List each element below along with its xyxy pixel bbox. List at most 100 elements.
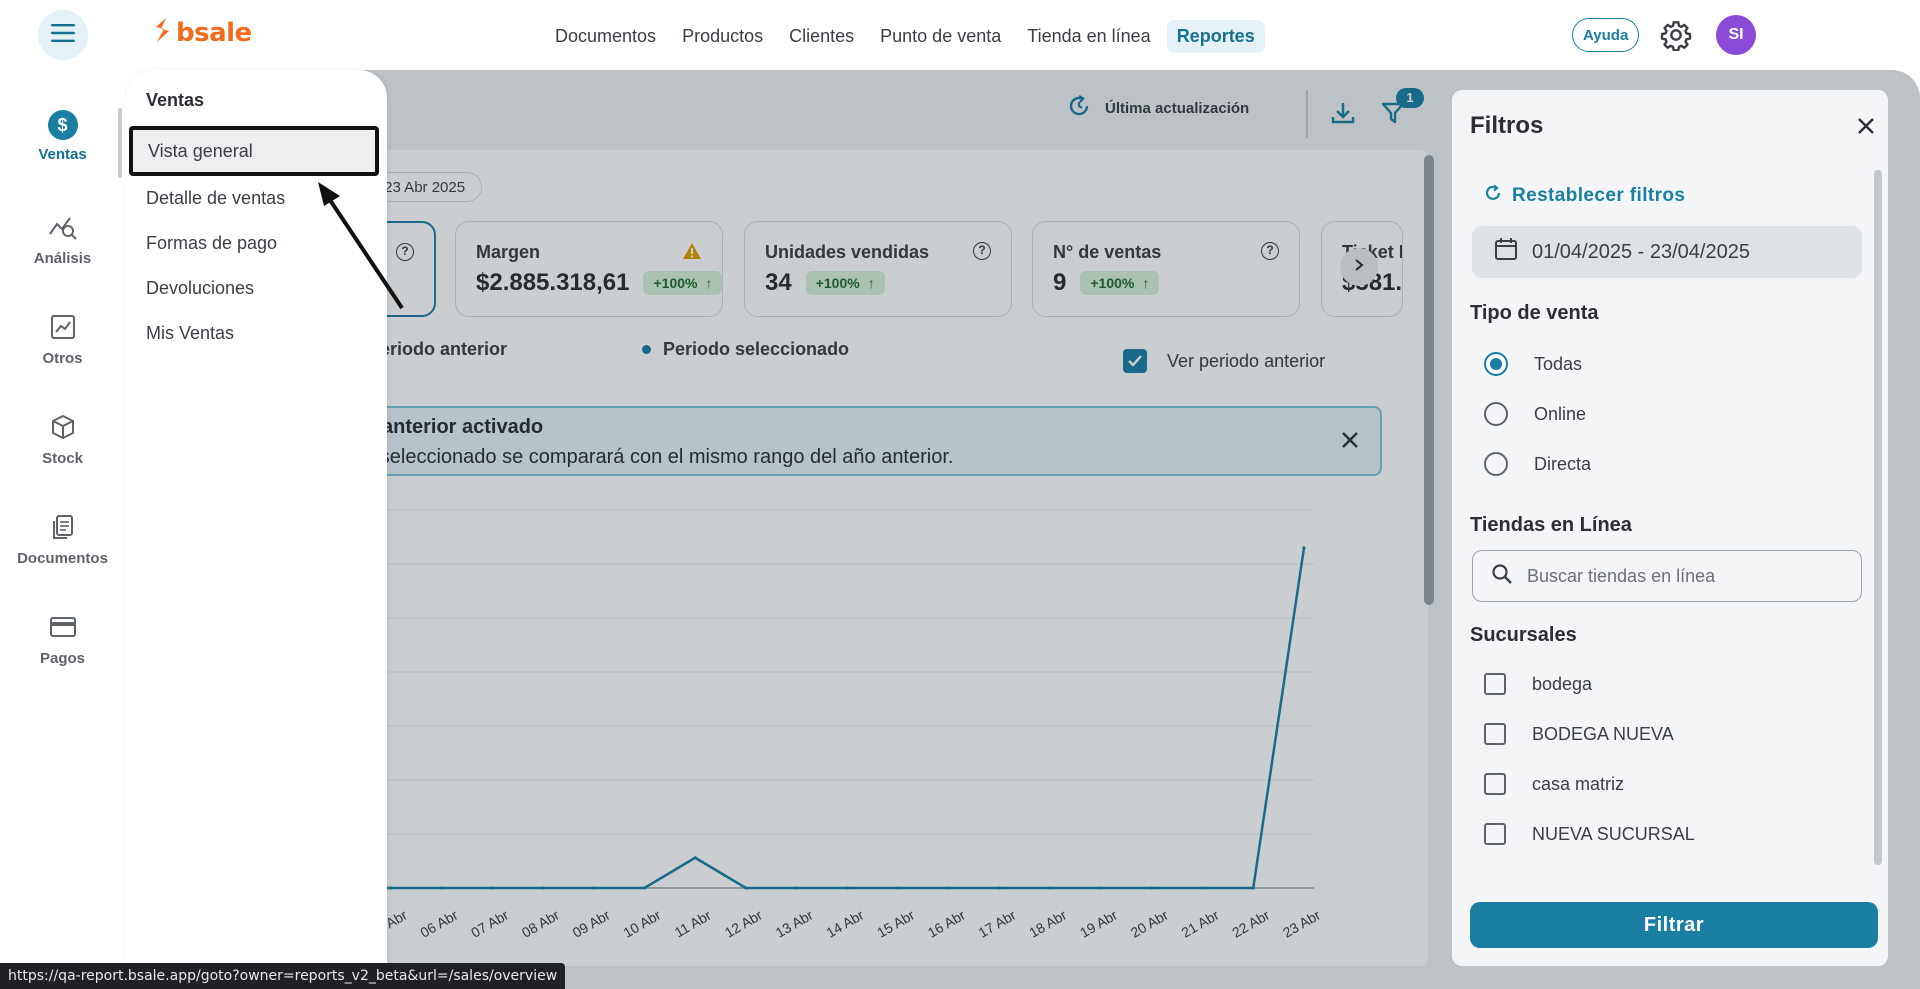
checkbox-label: BODEGA NUEVA xyxy=(1532,723,1674,744)
info-banner: do anterior activado oa seleccionado se … xyxy=(330,406,1382,476)
help-icon[interactable]: ? xyxy=(1261,242,1279,260)
download-button[interactable] xyxy=(1330,100,1356,131)
help-button[interactable]: Ayuda xyxy=(1572,18,1640,52)
data-point[interactable] xyxy=(642,886,646,890)
kpi-card-margen[interactable]: Margen $2.885.318,61 +100% ↑ xyxy=(455,221,723,317)
checkbox[interactable] xyxy=(1484,673,1506,695)
trend-chart-icon xyxy=(46,310,80,344)
rail-label: Stock xyxy=(42,450,83,467)
show-previous-toggle[interactable]: Ver periodo anterior xyxy=(1123,349,1325,373)
bsale-logo-icon xyxy=(152,16,172,49)
radio-online[interactable]: Online xyxy=(1484,402,1586,426)
user-avatar[interactable]: SI xyxy=(1716,15,1756,55)
legend-selected-period: Periodo seleccionado xyxy=(642,339,849,360)
kpi-change-badge: +100% ↑ xyxy=(643,271,723,295)
branch-nueva-sucursal[interactable]: NUEVA SUCURSAL xyxy=(1484,823,1695,845)
nav-punto-de-venta[interactable]: Punto de venta xyxy=(880,26,1002,46)
menu-item-detalle-de-ventas[interactable]: Detalle de ventas xyxy=(146,188,286,208)
radio-directa[interactable]: Directa xyxy=(1484,452,1591,476)
data-point[interactable] xyxy=(998,886,1002,890)
nav-productos[interactable]: Productos xyxy=(682,26,764,46)
data-point[interactable] xyxy=(693,856,697,860)
rail-label: Otros xyxy=(42,350,83,367)
checkbox-label: casa matriz xyxy=(1532,773,1625,794)
checkbox[interactable] xyxy=(1484,823,1506,845)
branch-bodega-nueva[interactable]: BODEGA NUEVA xyxy=(1484,723,1674,745)
filters-scrollbar[interactable] xyxy=(1874,170,1882,865)
nav-tienda-en-linea[interactable]: Tienda en línea xyxy=(1027,26,1151,46)
nav-reportes[interactable]: Reportes xyxy=(1166,20,1265,53)
rail-item-stock[interactable]: Stock xyxy=(0,410,125,467)
data-point[interactable] xyxy=(490,886,494,890)
nav-documentos[interactable]: Documentos xyxy=(555,26,657,46)
data-point[interactable] xyxy=(1251,886,1255,890)
data-point[interactable] xyxy=(1048,886,1052,890)
menu-toggle-button[interactable] xyxy=(38,10,88,60)
data-point[interactable] xyxy=(439,886,443,890)
data-point[interactable] xyxy=(795,886,799,890)
branch-bodega[interactable]: bodega xyxy=(1484,673,1592,695)
rail-item-ventas[interactable]: $ Ventas xyxy=(0,110,125,163)
legend-selected-label: Periodo seleccionado xyxy=(663,339,850,359)
radio-button[interactable] xyxy=(1484,452,1508,476)
filters-title: Filtros xyxy=(1470,112,1544,139)
rail-label: Pagos xyxy=(39,650,85,667)
kpi-value: 34 xyxy=(765,269,792,296)
kpi-value: $2.885.318,61 xyxy=(476,269,630,296)
rail-item-documentos[interactable]: Documentos xyxy=(0,510,125,567)
show-previous-label: Ver periodo anterior xyxy=(1167,350,1326,371)
radio-todas[interactable]: Todas xyxy=(1484,352,1582,376)
help-icon[interactable]: ? xyxy=(396,243,414,261)
menu-item-formas-de-pago[interactable]: Formas de pago xyxy=(146,233,278,253)
rail-item-otros[interactable]: Otros xyxy=(0,310,125,367)
date-range-field[interactable]: 01/04/2025 - 23/04/2025 xyxy=(1472,226,1862,278)
kpi-next-button[interactable] xyxy=(1340,248,1378,286)
branch-casa-matriz[interactable]: casa matriz xyxy=(1484,773,1624,795)
rail-item-pagos[interactable]: Pagos xyxy=(0,610,125,667)
filters-panel: Filtros Restablecer filtros 01/04/2025 -… xyxy=(1452,90,1888,966)
data-point[interactable] xyxy=(1201,886,1205,890)
kpi-card-unidades[interactable]: Unidades vendidas ? 34 +100% ↑ xyxy=(744,221,1012,317)
help-icon[interactable]: ? xyxy=(973,242,991,260)
data-point[interactable] xyxy=(947,886,951,890)
content-scrollbar[interactable] xyxy=(1424,155,1434,605)
documents-icon xyxy=(46,510,80,544)
menu-item-devoluciones[interactable]: Devoluciones xyxy=(146,278,255,298)
kpi-title: N° de ventas xyxy=(1053,242,1162,262)
filter-count-badge: 1 xyxy=(1396,88,1424,108)
radio-button[interactable] xyxy=(1484,352,1508,376)
data-point[interactable] xyxy=(1099,886,1103,890)
data-point[interactable] xyxy=(896,886,900,890)
search-icon xyxy=(1491,563,1513,590)
legend-previous-period: eriodo anterior xyxy=(380,339,508,359)
menu-item-mis-ventas[interactable]: Mis Ventas xyxy=(146,323,235,343)
data-point[interactable] xyxy=(1150,886,1154,890)
close-icon[interactable] xyxy=(1856,116,1876,141)
data-point[interactable] xyxy=(845,886,849,890)
data-point[interactable] xyxy=(541,886,545,890)
data-point[interactable] xyxy=(1302,546,1306,550)
data-point[interactable] xyxy=(389,886,393,890)
checkbox-checked[interactable] xyxy=(1123,349,1147,373)
nav-clientes[interactable]: Clientes xyxy=(789,26,855,46)
banner-body: oa seleccionado se comparará con el mism… xyxy=(352,446,954,468)
bsale-logo[interactable]: bsale xyxy=(152,16,252,49)
data-point[interactable] xyxy=(744,886,748,890)
checkbox[interactable] xyxy=(1484,723,1506,745)
reset-filters-button[interactable]: Restablecer filtros xyxy=(1484,184,1685,208)
kpi-title: Unidades vendidas xyxy=(765,242,930,262)
warning-icon[interactable] xyxy=(682,242,702,265)
radio-button[interactable] xyxy=(1484,402,1508,426)
kpi-card-n-ventas[interactable]: N° de ventas ? 9 +100% ↑ xyxy=(1032,221,1300,317)
menu-item-vista-general[interactable]: Vista general xyxy=(129,126,379,176)
left-rail: $ Ventas Análisis Otros Stock Documentos… xyxy=(0,70,125,989)
rail-item-analisis[interactable]: Análisis xyxy=(0,210,125,267)
apply-filters-button[interactable]: Filtrar xyxy=(1470,902,1878,948)
data-point[interactable] xyxy=(592,886,596,890)
checkbox-label: bodega xyxy=(1532,673,1593,694)
close-icon[interactable] xyxy=(1340,430,1360,455)
last-update[interactable]: Última actualización xyxy=(1065,92,1249,125)
online-stores-search[interactable]: Buscar tiendas en línea xyxy=(1472,550,1862,602)
settings-button[interactable] xyxy=(1660,19,1692,52)
checkbox[interactable] xyxy=(1484,773,1506,795)
